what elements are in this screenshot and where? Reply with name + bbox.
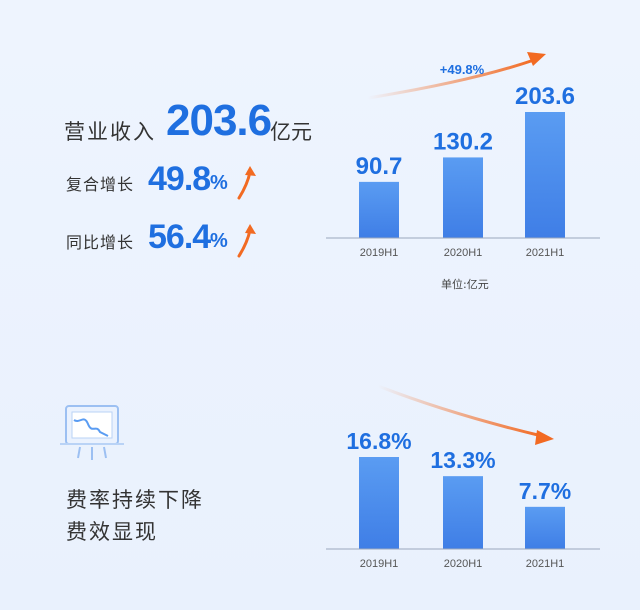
growth-trend-arrowhead	[527, 52, 546, 66]
bar-2021H1	[525, 112, 565, 238]
x-tick-label: 2019H1	[360, 558, 399, 570]
bar-value-label: 7.7%	[519, 478, 571, 504]
growth-trend-arrow	[367, 58, 535, 100]
yoy-value: 56.4	[148, 218, 211, 256]
revenue-value: 203.6	[166, 96, 272, 145]
growth-annotation: +49.8%	[440, 62, 485, 77]
slogan-line-2: 费效显现	[66, 520, 158, 544]
bar-2020H1	[443, 476, 483, 549]
bar-2019H1	[359, 181, 399, 238]
x-tick-label: 2021H1	[526, 558, 565, 570]
x-tick-label: 2019H1	[360, 247, 399, 259]
revenue-label: 营业收入	[64, 120, 156, 144]
unit-note: 单位:亿元	[441, 278, 489, 291]
yoy-percent: %	[210, 230, 228, 252]
decline-trend-arrowhead	[535, 430, 554, 445]
yoy-label: 同比增长	[66, 233, 135, 252]
cagr-value: 49.8	[148, 160, 211, 198]
bar-value-label: 130.2	[433, 128, 493, 155]
bar-value-label: 90.7	[356, 153, 403, 180]
x-tick-label: 2021H1	[526, 247, 565, 259]
revenue-unit: 亿元	[270, 120, 312, 144]
bar-value-label: 13.3%	[430, 447, 495, 473]
x-tick-label: 2020H1	[444, 558, 483, 570]
cagr-percent: %	[210, 172, 228, 194]
bar-2020H1	[443, 157, 483, 238]
decline-trend-arrow	[377, 384, 543, 438]
slogan-line-1: 费率持续下降	[66, 488, 204, 512]
bar-value-label: 203.6	[515, 83, 575, 110]
bar-2021H1	[525, 506, 565, 549]
bar-2019H1	[359, 457, 399, 549]
cagr-label: 复合增长	[66, 175, 135, 194]
x-tick-label: 2020H1	[444, 247, 483, 259]
bar-value-label: 16.8%	[346, 428, 411, 454]
